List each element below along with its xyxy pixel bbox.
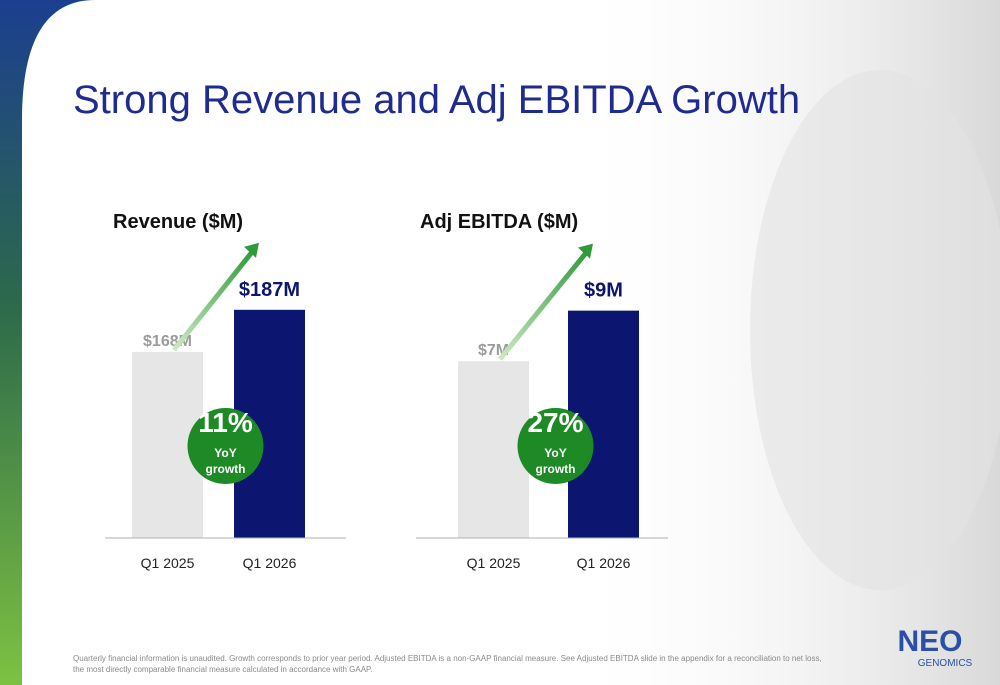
x-tick-label: Q1 2025: [467, 555, 521, 571]
growth-value: 27%: [527, 407, 583, 438]
growth-arrowhead: [244, 242, 259, 258]
bar: [458, 361, 529, 538]
chart-title: Revenue ($M): [113, 211, 243, 233]
value-label: $9M: [584, 280, 623, 302]
x-tick-label: Q1 2026: [577, 555, 631, 571]
footnote: Quarterly financial information is unaud…: [73, 654, 822, 674]
growth-caption: YoY: [214, 446, 236, 460]
background-photo: [750, 70, 1000, 590]
growth-value: 11%: [198, 407, 253, 438]
logo-sub: GENOMICS: [918, 658, 973, 669]
growth-arrow: [172, 249, 255, 352]
slide-title: Strong Revenue and Adj EBITDA Growth: [73, 78, 800, 122]
growth-badge: [517, 408, 594, 484]
growth-caption: growth: [206, 462, 246, 476]
growth-caption: growth: [536, 462, 576, 476]
growth-badge: [187, 408, 264, 484]
x-tick-label: Q1 2025: [141, 555, 195, 571]
chart-title: Adj EBITDA ($M): [420, 211, 578, 233]
value-label: $187M: [239, 279, 300, 301]
growth-arrowhead: [578, 243, 593, 259]
logo-name: NEO: [897, 625, 962, 658]
growth-caption: YoY: [544, 446, 566, 460]
growth-arrow: [498, 250, 589, 361]
x-tick-label: Q1 2026: [243, 555, 297, 571]
